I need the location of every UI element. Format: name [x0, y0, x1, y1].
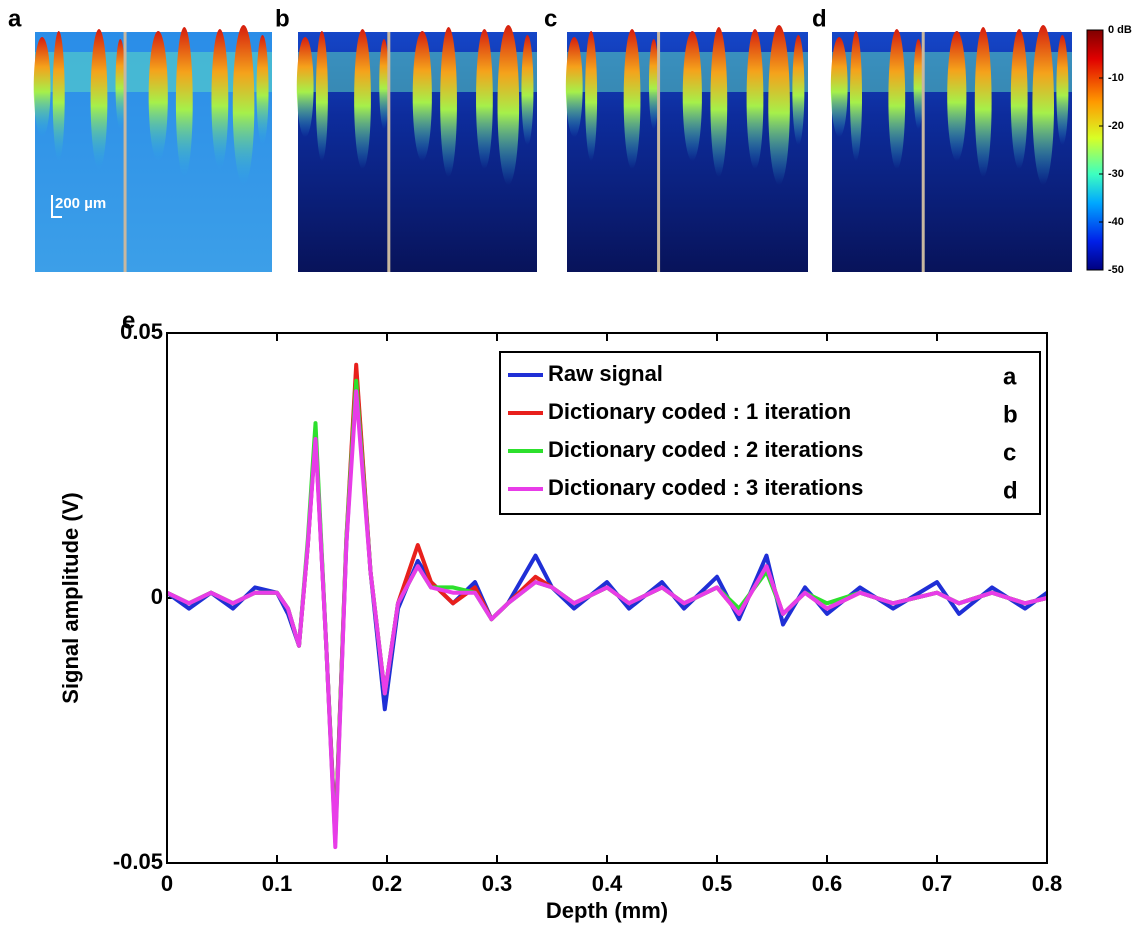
blob	[565, 37, 583, 137]
blob	[913, 39, 924, 129]
image-panels: a b c d 200 µm 0 dB -10 -20 -30 -40 -50	[8, 5, 1132, 276]
panel-label: a	[8, 5, 22, 32]
blob	[648, 39, 659, 129]
blob	[497, 25, 520, 185]
blob	[746, 29, 764, 169]
x-tick-label: 0	[161, 871, 173, 896]
x-tick-label: 0.5	[702, 871, 733, 896]
colorbar	[1086, 29, 1104, 271]
plot-frame	[166, 332, 1048, 864]
blob	[315, 31, 328, 161]
series-line	[166, 389, 1048, 850]
legend-label: Dictionary coded : 1 iteration	[548, 399, 851, 424]
blob	[354, 29, 371, 169]
blob	[440, 27, 457, 177]
blob	[850, 31, 862, 161]
colorbar-label: -40	[1108, 216, 1124, 228]
colorbar-label: -50	[1108, 264, 1124, 276]
panel-label: d	[812, 5, 827, 32]
panel-label: c	[544, 5, 557, 32]
blob	[521, 35, 534, 145]
blob	[830, 37, 848, 137]
blob	[1056, 35, 1069, 145]
x-tick-label: 0.7	[922, 871, 953, 896]
blob	[52, 31, 65, 161]
blob	[792, 35, 805, 145]
legend-panel: d	[1003, 477, 1018, 504]
legend-label: Raw signal	[548, 361, 663, 386]
blob	[623, 29, 641, 169]
blob	[947, 31, 967, 161]
blob	[974, 27, 992, 177]
blob	[148, 31, 168, 161]
x-tick-label: 0.6	[812, 871, 843, 896]
y-tick-label: -0.05	[113, 849, 163, 874]
x-tick-label: 0.1	[262, 871, 293, 896]
blob	[296, 37, 314, 137]
blob	[33, 37, 51, 137]
blob	[476, 29, 493, 169]
legend-panel: a	[1003, 363, 1017, 390]
colorbar-label: -30	[1108, 168, 1124, 180]
colorbar-label: -10	[1108, 72, 1124, 84]
blob	[585, 31, 598, 161]
blob	[682, 31, 702, 161]
line-chart: e0 0.1 0.2 0.3 0.4 0.5 0.6 0.7 0.8-0.0500.05Dept…	[58, 307, 1062, 922]
x-tick-label: 0.3	[482, 871, 513, 896]
blob	[412, 31, 432, 161]
scale-bar	[51, 195, 62, 218]
blob	[211, 29, 229, 169]
legend-panel: c	[1003, 439, 1016, 466]
y-tick-label: 0	[151, 584, 163, 609]
blob	[175, 27, 193, 177]
y-axis-label: Signal amplitude (V)	[58, 492, 83, 703]
scale-bar-label: 200 µm	[55, 195, 106, 212]
blob	[256, 35, 269, 145]
blob	[1010, 29, 1028, 169]
legend-panel: b	[1003, 401, 1018, 428]
blob	[232, 25, 255, 185]
blob	[1032, 25, 1054, 185]
blob	[888, 29, 906, 169]
panel-label: e	[122, 307, 135, 334]
blob	[768, 25, 790, 185]
colorbar-label: 0 dB	[1108, 24, 1132, 36]
panel-label: b	[275, 5, 290, 32]
legend-label: Dictionary coded : 2 iterations	[548, 437, 863, 462]
legend-box	[499, 351, 1041, 515]
blob	[90, 29, 108, 169]
x-tick-label: 0.8	[1032, 871, 1063, 896]
x-tick-label: 0.2	[372, 871, 403, 896]
legend-label: Dictionary coded : 3 iterations	[548, 475, 863, 500]
blob	[379, 39, 389, 129]
y-tick-label: 0.05	[120, 319, 163, 344]
x-tick-label: 0.4	[592, 871, 623, 896]
blob	[115, 39, 126, 129]
x-axis-label: Depth (mm)	[546, 898, 668, 923]
colorbar-label: -20	[1108, 120, 1124, 132]
blob	[710, 27, 728, 177]
